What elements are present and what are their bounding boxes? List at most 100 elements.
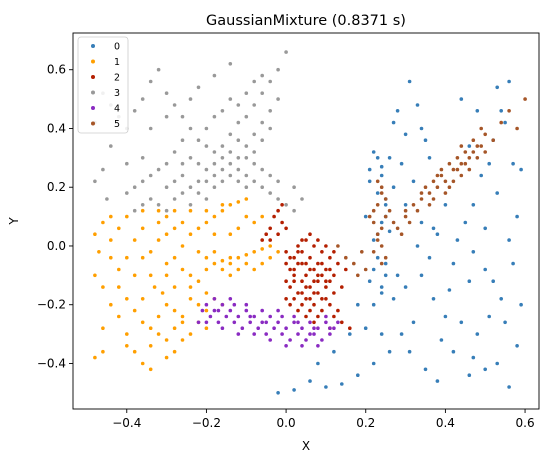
point-series-1: [236, 255, 241, 260]
point-series-0: [495, 191, 500, 195]
point-series-1: [204, 220, 209, 225]
point-series-2: [276, 208, 280, 213]
point-series-5: [467, 156, 472, 160]
point-series-0: [379, 332, 384, 336]
point-series-1: [212, 214, 217, 219]
point-series-1: [180, 220, 185, 225]
point-series-0: [471, 203, 476, 207]
point-series-0: [495, 85, 500, 90]
point-series-0: [427, 156, 432, 160]
point-series-5: [415, 208, 420, 213]
point-series-0: [515, 214, 519, 219]
point-series-2: [260, 238, 265, 242]
point-series-2: [304, 261, 308, 266]
point-series-2: [316, 314, 320, 319]
point-series-1: [101, 326, 105, 331]
legend-label: 4: [114, 104, 120, 115]
point-series-3: [164, 185, 169, 189]
point-series-0: [507, 385, 511, 389]
point-series-5: [371, 220, 376, 225]
point-series-5: [375, 203, 380, 207]
point-series-4: [244, 302, 249, 307]
point-series-2: [300, 261, 304, 266]
point-series-1: [252, 250, 256, 254]
point-series-0: [371, 361, 376, 366]
point-series-4: [324, 320, 328, 325]
point-series-2: [284, 297, 288, 301]
point-series-3: [228, 150, 233, 154]
y-tick-label: 0.2: [47, 180, 66, 194]
point-series-1: [164, 214, 169, 219]
point-series-2: [300, 250, 304, 254]
point-series-1: [196, 250, 201, 254]
point-series-5: [471, 138, 476, 142]
point-series-4: [292, 314, 296, 319]
point-series-4: [308, 320, 312, 325]
point-series-2: [292, 279, 296, 284]
point-series-5: [499, 120, 504, 125]
series-4: [196, 297, 340, 348]
point-series-2: [288, 302, 292, 307]
point-series-1: [148, 326, 153, 331]
point-series-3: [220, 156, 225, 160]
point-series-0: [483, 267, 488, 272]
point-series-3: [188, 126, 193, 131]
point-series-1: [244, 197, 249, 201]
point-series-2: [304, 273, 308, 278]
point-series-5: [471, 150, 476, 154]
point-series-1: [228, 232, 233, 236]
point-series-2: [272, 214, 276, 219]
point-series-1: [172, 349, 177, 354]
point-series-1: [132, 273, 137, 278]
point-series-0: [459, 320, 464, 325]
point-series-0: [499, 297, 504, 301]
point-series-1: [93, 232, 97, 236]
point-series-0: [379, 220, 384, 225]
point-series-2: [320, 273, 324, 278]
axes-frame: [72, 32, 540, 410]
legend-label: 0: [114, 42, 120, 53]
point-series-3: [188, 156, 193, 160]
point-series-1: [156, 238, 161, 242]
point-series-3: [220, 179, 225, 184]
point-series-1: [188, 285, 193, 289]
point-series-5: [439, 167, 444, 172]
point-series-0: [395, 273, 400, 278]
point-series-1: [180, 244, 185, 248]
point-series-0: [383, 273, 388, 278]
point-series-3: [236, 120, 241, 125]
point-series-0: [431, 226, 436, 231]
point-series-5: [336, 244, 340, 248]
point-series-2: [280, 203, 284, 207]
point-series-3: [188, 97, 193, 101]
point-series-5: [431, 179, 436, 184]
point-series-0: [379, 285, 384, 289]
point-series-0: [367, 167, 372, 172]
point-series-5: [475, 156, 480, 160]
point-series-4: [264, 320, 269, 325]
point-series-0: [467, 373, 472, 378]
point-series-1: [260, 261, 265, 266]
y-tick-label: 0.0: [47, 239, 66, 253]
point-series-4: [268, 338, 273, 342]
series-5: [336, 97, 527, 278]
point-series-0: [451, 349, 456, 354]
point-series-0: [399, 332, 404, 336]
point-series-5: [459, 161, 464, 166]
point-series-2: [328, 279, 332, 284]
point-series-0: [356, 302, 360, 307]
point-series-1: [204, 267, 209, 272]
point-series-3: [204, 179, 209, 184]
point-series-1: [125, 297, 129, 301]
point-series-1: [180, 320, 185, 325]
point-series-4: [236, 332, 241, 336]
point-series-3: [172, 197, 177, 201]
point-series-3: [220, 109, 225, 113]
point-series-3: [244, 114, 249, 119]
point-series-1: [172, 326, 177, 331]
point-series-3: [164, 208, 169, 213]
point-series-5: [463, 161, 468, 166]
point-series-2: [332, 250, 336, 254]
point-series-2: [288, 267, 292, 272]
point-series-0: [423, 138, 428, 142]
